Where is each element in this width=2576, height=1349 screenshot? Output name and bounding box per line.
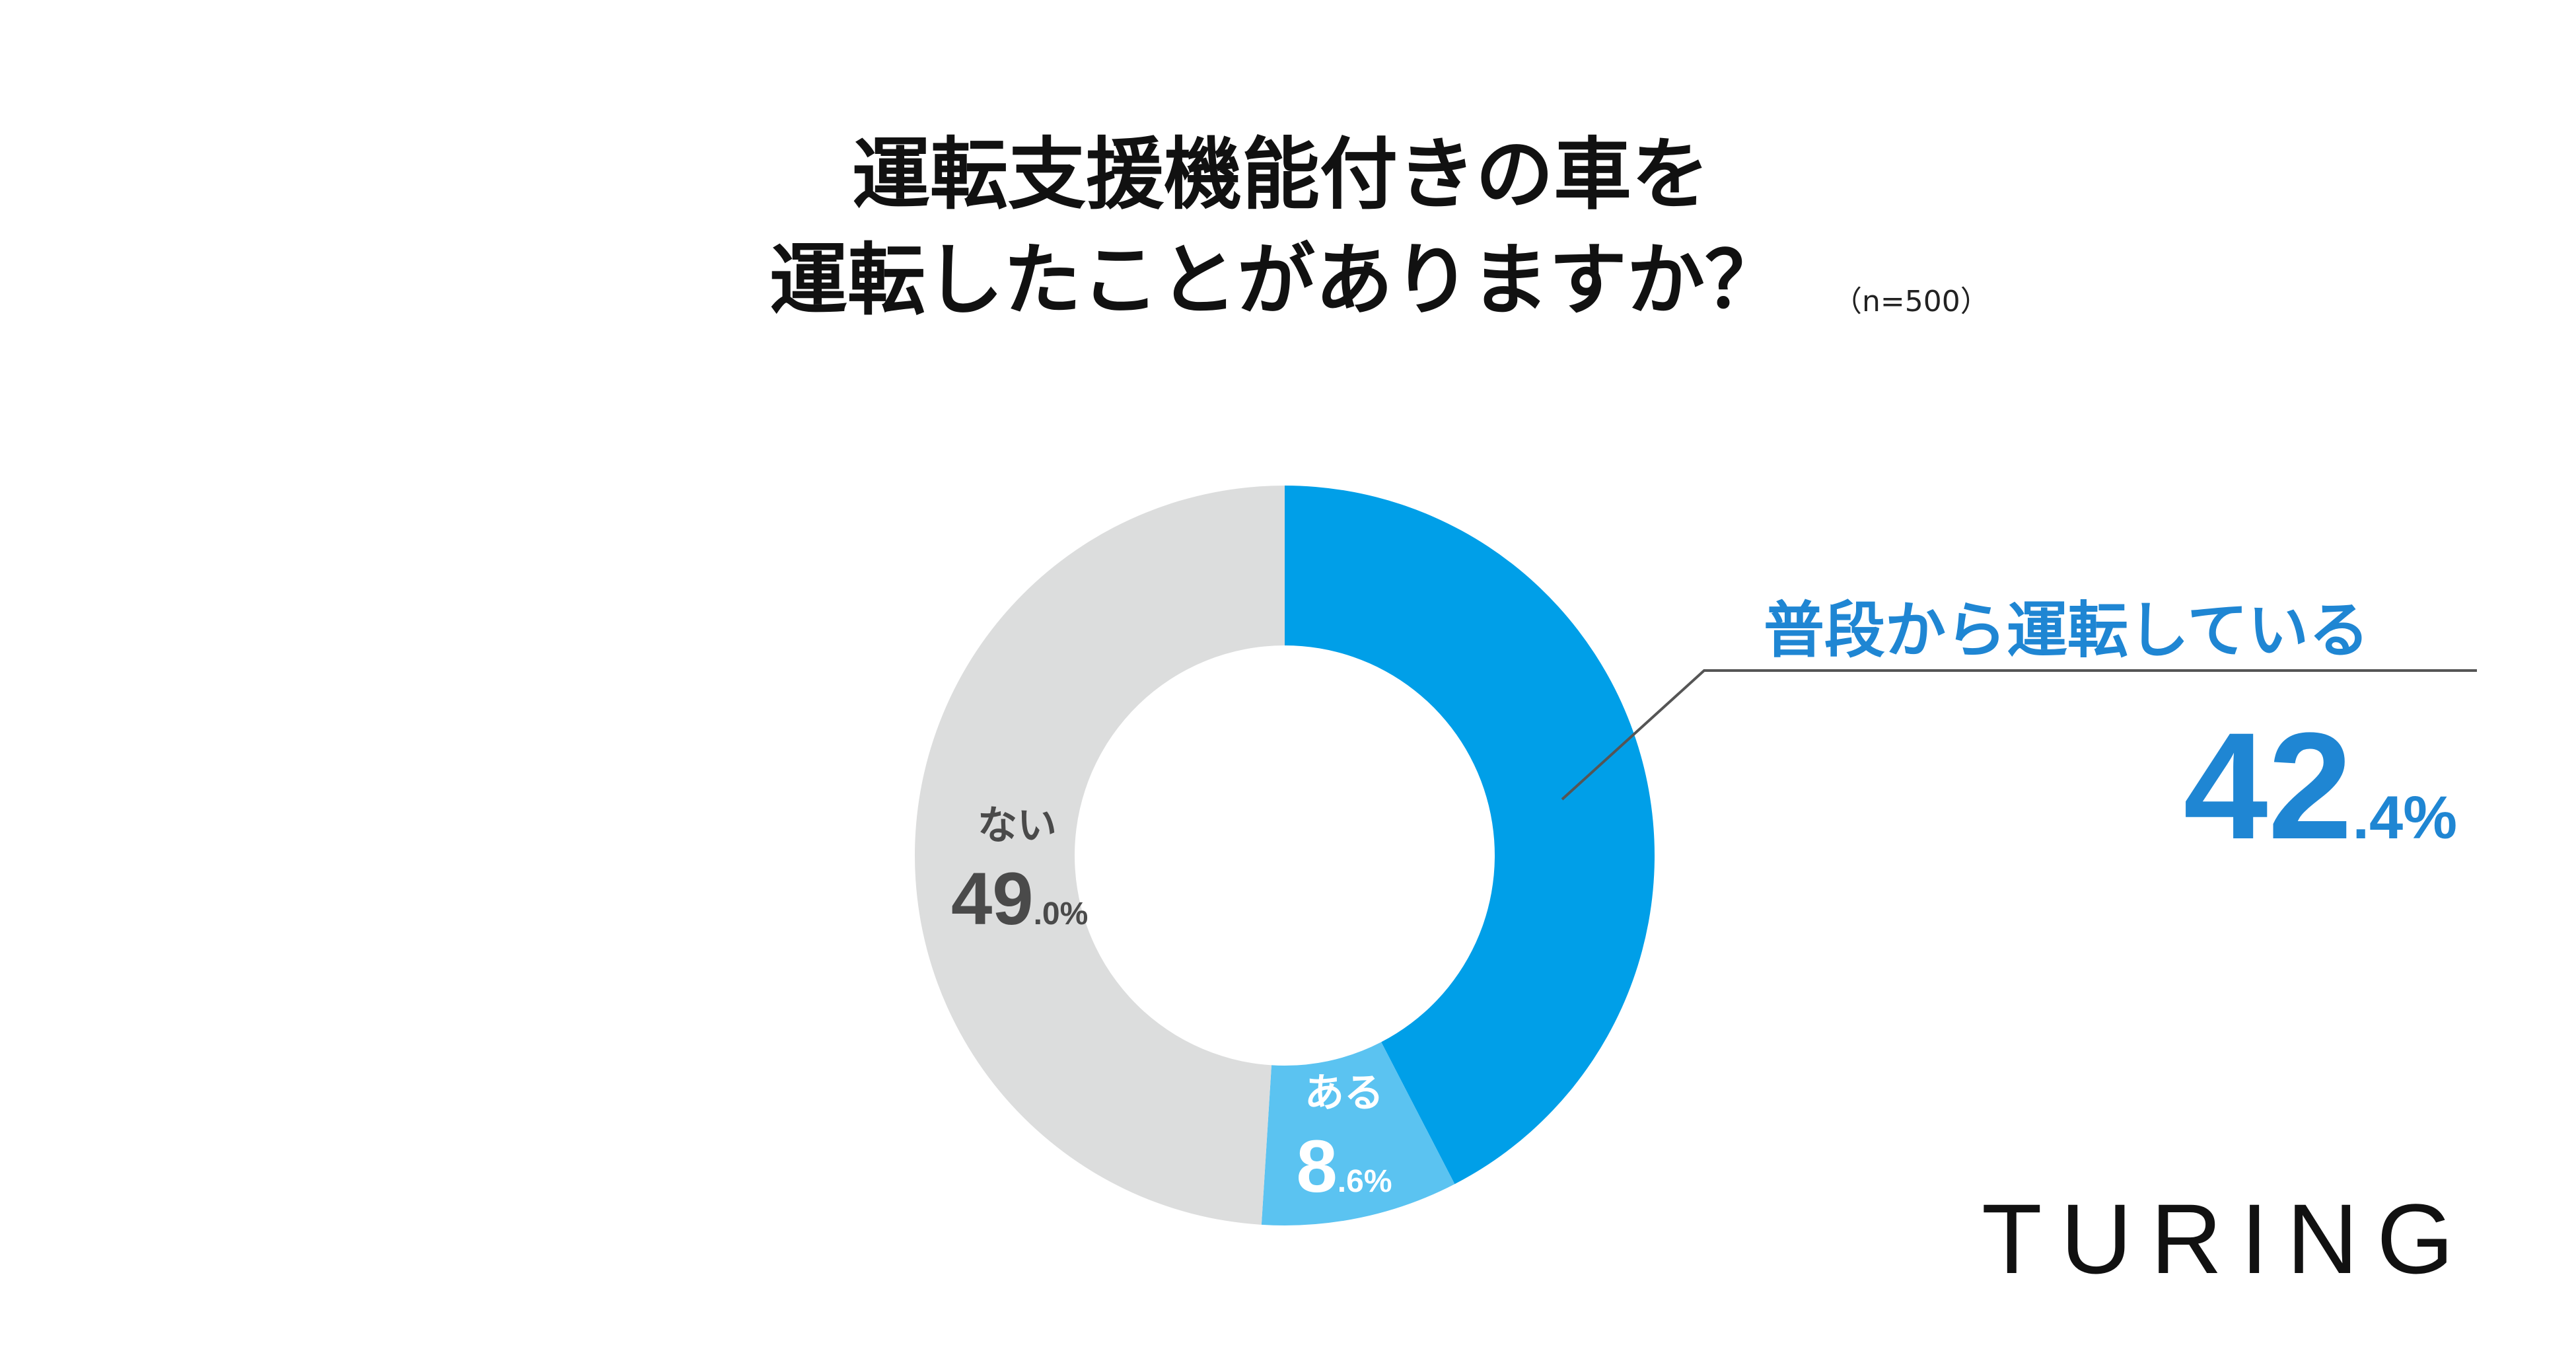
donut-slice-2 xyxy=(914,486,1285,1225)
slice-label-yes: ある 8.6% xyxy=(1278,1074,1410,1204)
slice-value-regular-driver: 42.4% xyxy=(2184,710,2457,862)
title-line-1: 運転支援機能付きの車を xyxy=(852,129,1710,220)
slice-value-dec: .6% xyxy=(1337,1164,1392,1199)
donut-slice-1 xyxy=(1261,1042,1455,1226)
slice-name-no: ない xyxy=(978,803,1057,849)
slice-value-dec: .0% xyxy=(1033,896,1089,931)
slice-value-int: 8 xyxy=(1296,1125,1338,1208)
slice-name-yes: ある xyxy=(1305,1070,1384,1116)
slice-value-int: 42 xyxy=(2183,701,2353,871)
slice-value-no: 49.0% xyxy=(951,862,1088,936)
sample-size-note: （n=500） xyxy=(1833,285,1989,318)
title-line-2: 運転したことがありますか？ xyxy=(769,235,1783,326)
slice-label-regular-driver: 普段から運転している xyxy=(1764,595,2370,666)
turing-logo: TURING xyxy=(1982,1183,2472,1294)
donut-slice-0 xyxy=(1285,486,1655,1185)
leader-line xyxy=(1561,669,2477,801)
slice-label-no: ない 49.0% xyxy=(951,803,1088,936)
slice-value-dec: .4% xyxy=(2352,784,2457,852)
slice-value-int: 49 xyxy=(951,857,1034,940)
slice-value-yes: 8.6% xyxy=(1278,1130,1410,1204)
